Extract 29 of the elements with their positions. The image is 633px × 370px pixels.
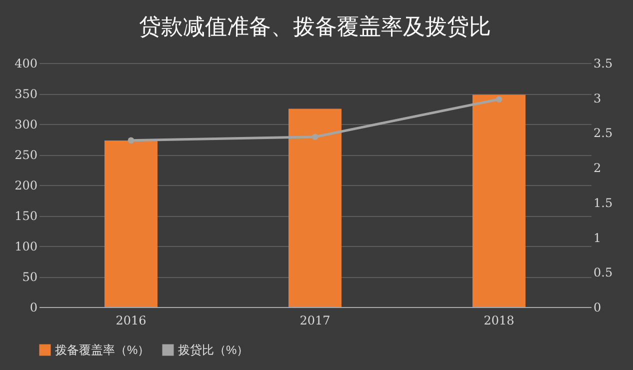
- point: [312, 134, 318, 140]
- y-tick-label: 0: [30, 300, 38, 314]
- y-tick-label: 200: [14, 178, 38, 192]
- y-tick-label: 350: [14, 87, 38, 101]
- y2-tick-label: 1: [594, 230, 602, 245]
- y2-tick-label: 3.5: [594, 56, 613, 70]
- x-tick-label: 2017: [300, 314, 330, 328]
- legend-label: 拨贷比（%）: [178, 343, 249, 357]
- bar: [472, 94, 526, 307]
- y2-tick-label: 0: [594, 300, 602, 314]
- y2-tick-label: 1.5: [594, 196, 613, 210]
- y-tick-label: 50: [22, 270, 38, 284]
- bar: [104, 140, 158, 307]
- y-tick-label: 300: [14, 118, 38, 132]
- y2-tick-label: 0.5: [594, 266, 613, 280]
- point: [128, 137, 134, 144]
- y-tick-label: 100: [14, 240, 38, 254]
- y-tick-label: 150: [14, 209, 38, 223]
- y2-tick-label: 2.5: [594, 126, 613, 140]
- point: [496, 96, 502, 102]
- chart-title: 贷款减值准备、拨备覆盖率及拨贷比: [139, 14, 491, 39]
- y2-tick-label: 2: [594, 161, 602, 176]
- bar: [288, 108, 342, 307]
- x-tick-label: 2018: [484, 314, 514, 328]
- x-tick-label: 2016: [116, 314, 146, 328]
- legend-label: 拨备覆盖率（%）: [55, 343, 150, 357]
- y-tick-label: 400: [14, 56, 38, 70]
- y-tick-label: 250: [14, 148, 38, 162]
- y2-tick-label: 3: [594, 91, 602, 106]
